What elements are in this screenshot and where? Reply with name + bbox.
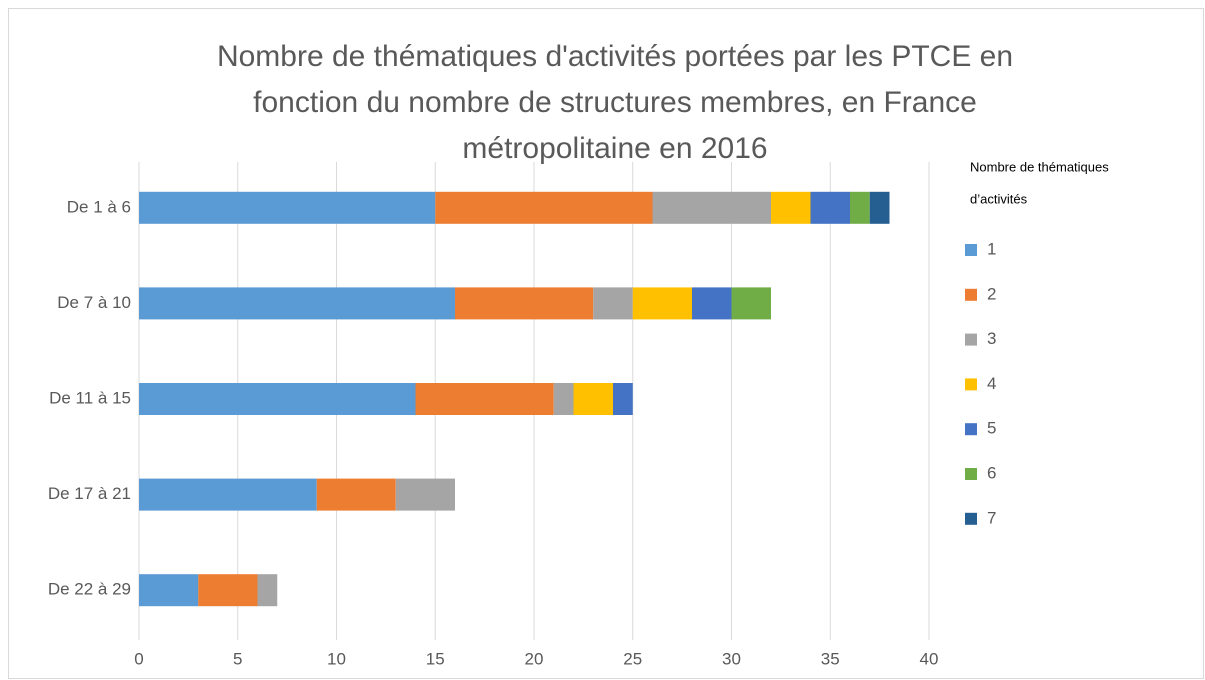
bar-segment xyxy=(613,383,633,415)
legend-swatch xyxy=(965,333,977,346)
y-tick-label: De 1 à 6 xyxy=(67,197,131,216)
bar-segment xyxy=(771,191,811,224)
legend-label: 1 xyxy=(987,239,996,258)
bar-segment xyxy=(869,191,890,224)
x-tick-label: 5 xyxy=(233,649,242,668)
bar-segment xyxy=(415,383,554,415)
legend-label: 4 xyxy=(987,374,996,393)
legend-label: 7 xyxy=(987,508,996,527)
legend-swatch xyxy=(965,288,977,301)
bar-segment xyxy=(139,191,436,224)
chart-title: métropolitaine en 2016 xyxy=(462,132,767,165)
y-tick-label: De 17 à 21 xyxy=(48,484,131,503)
legend-label: 6 xyxy=(987,463,996,482)
bar-segment xyxy=(810,191,850,224)
bar-segment xyxy=(139,478,317,511)
legend-label: 2 xyxy=(987,284,996,303)
x-tick-label: 35 xyxy=(821,649,840,668)
x-tick-label: 10 xyxy=(327,649,346,668)
x-tick-label: 15 xyxy=(426,649,445,668)
x-tick-label: 40 xyxy=(920,649,939,668)
bar-segment xyxy=(198,574,258,607)
bar-segment xyxy=(395,478,455,511)
bar-segment xyxy=(593,287,633,320)
legend-label: 5 xyxy=(987,419,996,438)
bar-segment xyxy=(455,287,594,320)
chart-title: fonction du nombre de structures membres… xyxy=(253,86,977,119)
y-tick-label: De 7 à 10 xyxy=(57,293,131,312)
chart-title: Nombre de thématiques d'activités portée… xyxy=(217,40,1013,73)
bar-segment xyxy=(435,191,653,224)
x-tick-label: 20 xyxy=(525,649,544,668)
bar-segment xyxy=(139,574,199,607)
bar-segment xyxy=(316,478,396,511)
x-tick-label: 30 xyxy=(722,649,741,668)
x-tick-label: 25 xyxy=(623,649,642,668)
bar-segment xyxy=(139,287,455,320)
y-tick-label: De 11 à 15 xyxy=(49,388,131,407)
legend-label: 3 xyxy=(987,329,996,348)
legend-title: d’activités xyxy=(970,191,1028,206)
bar-segment xyxy=(139,383,416,415)
bar-segment xyxy=(632,287,692,320)
bar-segment xyxy=(731,287,771,320)
x-tick-label: 0 xyxy=(134,649,143,668)
legend-swatch xyxy=(965,244,977,256)
legend-title: Nombre de thématiques xyxy=(970,159,1109,174)
legend-swatch xyxy=(965,423,977,436)
bar-segment xyxy=(257,574,278,607)
legend-swatch xyxy=(965,512,977,525)
bar-segment xyxy=(850,191,870,224)
chart-border xyxy=(8,8,1204,679)
bar-segment xyxy=(692,287,732,320)
bar-segment xyxy=(573,383,613,415)
y-tick-label: De 22 à 29 xyxy=(48,580,131,599)
legend-swatch xyxy=(965,468,977,480)
bar-segment xyxy=(553,383,574,415)
bar-segment xyxy=(652,191,771,224)
legend-swatch xyxy=(965,378,977,391)
